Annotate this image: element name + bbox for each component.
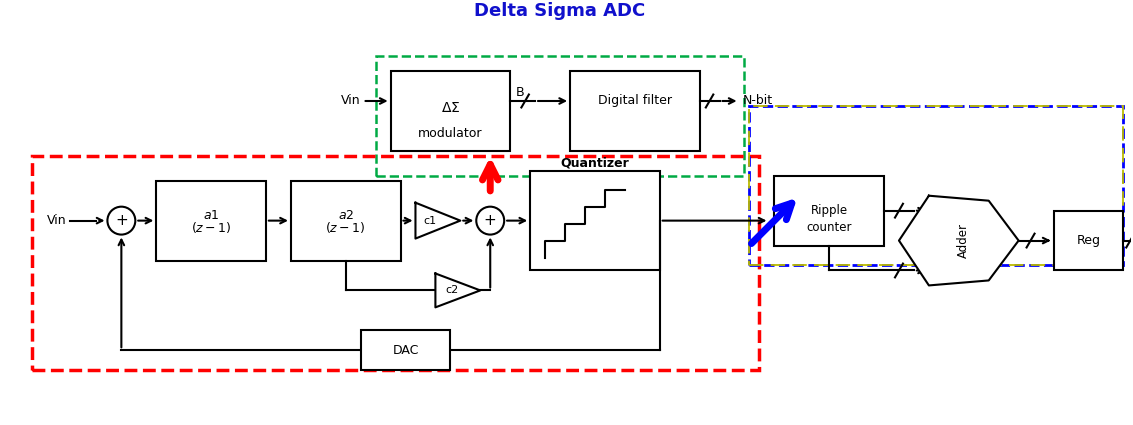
Bar	[360, 330, 450, 370]
Text: Quantizer: Quantizer	[561, 156, 629, 169]
Text: DAC: DAC	[392, 344, 419, 357]
Text: Adder: Adder	[957, 223, 970, 258]
Bar	[1054, 211, 1123, 270]
Polygon shape	[898, 196, 1019, 286]
Text: counter: counter	[807, 221, 852, 234]
Text: $(z-1)$: $(z-1)$	[190, 220, 231, 235]
Bar	[774, 176, 884, 246]
Polygon shape	[416, 203, 460, 238]
Bar	[156, 181, 266, 261]
Text: c1: c1	[424, 215, 437, 226]
Text: Vin: Vin	[46, 214, 66, 227]
Text: Reg: Reg	[1076, 234, 1100, 247]
Text: +: +	[114, 213, 128, 228]
Text: $a2$: $a2$	[338, 209, 353, 222]
Bar	[530, 171, 659, 270]
Text: Delta Sigma ADC: Delta Sigma ADC	[475, 2, 646, 20]
Circle shape	[108, 207, 135, 235]
Text: B: B	[516, 85, 525, 99]
Polygon shape	[435, 273, 480, 307]
Text: $a1$: $a1$	[203, 209, 220, 222]
Bar	[291, 181, 400, 261]
Text: $\Delta\Sigma$: $\Delta\Sigma$	[441, 101, 460, 115]
Text: Ripple: Ripple	[810, 204, 847, 217]
Bar	[749, 106, 1123, 266]
Text: modulator: modulator	[418, 128, 483, 140]
Text: N-bit: N-bit	[742, 94, 773, 108]
Bar	[391, 71, 510, 151]
Bar	[375, 56, 744, 176]
Text: c2: c2	[445, 286, 459, 295]
Bar	[570, 71, 699, 151]
Text: Vin: Vin	[341, 94, 360, 108]
Bar	[749, 106, 1123, 266]
Text: Digital filter: Digital filter	[598, 94, 672, 108]
Text: $(z-1)$: $(z-1)$	[325, 220, 366, 235]
Text: +: +	[484, 213, 496, 228]
Bar	[32, 156, 759, 370]
Circle shape	[476, 207, 504, 235]
